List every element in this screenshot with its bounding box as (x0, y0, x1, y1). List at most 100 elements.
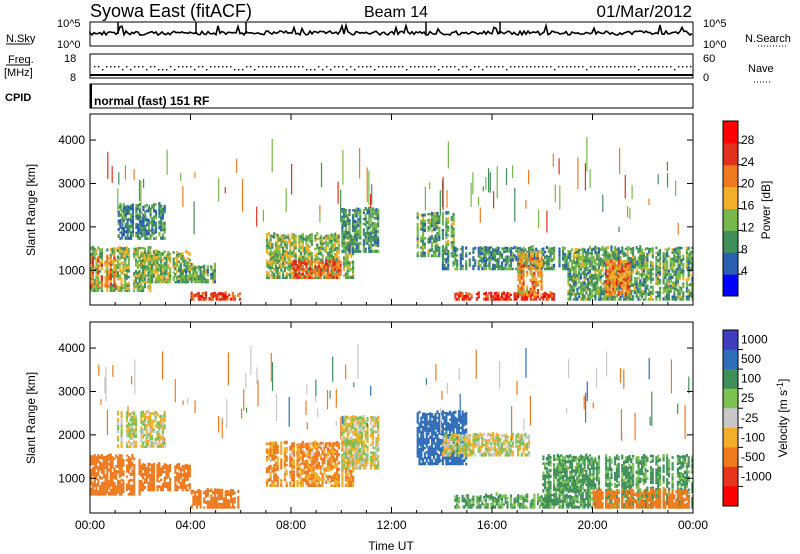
range-gate-cell (624, 298, 627, 301)
range-gate-cell (477, 254, 480, 258)
power-colorbar-swatches (723, 121, 738, 297)
range-gate-cell (298, 259, 301, 263)
range-gate-cell (590, 248, 593, 252)
range-gate-streak (629, 207, 631, 220)
range-gate-cell (538, 263, 541, 266)
range-gate-cell (581, 283, 584, 286)
range-gate-cell (606, 286, 610, 290)
range-gate-cell (294, 268, 297, 271)
range-gate-cell (499, 254, 502, 257)
range-gate-cell (648, 277, 651, 280)
range-gate-cell (145, 478, 148, 480)
range-gate-cell (569, 250, 572, 254)
range-gate-cell (335, 254, 339, 258)
range-gate-cell (265, 263, 269, 266)
range-gate-cell (357, 220, 360, 224)
range-gate-cell (158, 234, 161, 237)
range-gate-cell (429, 218, 432, 223)
range-gate-cell (533, 295, 536, 299)
range-gate-streak (143, 178, 145, 188)
range-gate-cell (623, 280, 626, 285)
range-gate-streak (619, 147, 621, 174)
range-gate-cell (687, 263, 690, 267)
range-gate-cell (617, 298, 620, 301)
range-gate-cell (501, 267, 504, 271)
range-gate-cell (370, 234, 373, 237)
range-gate-cell (140, 232, 143, 236)
range-gate-cell (536, 262, 540, 265)
range-gate-cell (100, 260, 103, 264)
range-gate-cell (169, 280, 172, 284)
range-gate-cell (619, 250, 622, 254)
range-gate-cell (639, 298, 642, 301)
range-gate-cell (605, 256, 608, 261)
range-gate-cell (133, 476, 136, 479)
range-gate-cell (335, 240, 339, 244)
range-gate-cell (122, 250, 125, 253)
range-gate-cell (273, 235, 276, 239)
range-gate-cell (603, 295, 606, 299)
range-gate-cell (267, 272, 270, 275)
nave-dot (234, 69, 236, 71)
range-gate-cell (639, 279, 642, 283)
range-gate-cell (348, 225, 351, 229)
range-gate-cell (145, 218, 149, 221)
range-gate-cell (305, 243, 308, 246)
nave-dot (490, 66, 492, 68)
nave-dot (202, 66, 204, 68)
range-gate-cell (120, 436, 123, 440)
range-gate-cell (95, 456, 98, 459)
range-gate-cell (368, 223, 371, 227)
range-gate-cell (353, 219, 356, 224)
range-gate-cell (143, 469, 146, 473)
range-gate-cell (138, 202, 142, 206)
range-gate-cell (149, 412, 152, 416)
nave-dot (498, 66, 500, 68)
range-gate-cell (671, 286, 674, 289)
range-gate-cell (587, 294, 590, 298)
range-gate-cell (115, 454, 118, 458)
range-gate-cell (145, 466, 148, 471)
range-gate-cell (655, 276, 658, 280)
range-gate-cell (447, 256, 450, 259)
range-gate-cell (666, 284, 669, 288)
range-gate-cell (615, 287, 618, 291)
range-gate-cell (125, 415, 129, 420)
range-gate-cell (687, 284, 690, 287)
range-gate-cell (282, 270, 285, 274)
range-gate-cell (174, 267, 177, 271)
range-gate-cell (558, 247, 561, 251)
range-gate-cell (195, 274, 199, 277)
range-gate-cell (520, 276, 523, 280)
range-gate-cell (106, 484, 109, 487)
range-gate-cell (624, 268, 627, 271)
range-gate-cell (569, 297, 572, 301)
nave-dot (190, 66, 192, 68)
range-gate-cell (508, 256, 511, 259)
range-gate-cell (608, 284, 611, 288)
range-gate-cell (177, 265, 181, 269)
range-gate-cell (300, 275, 303, 279)
range-gate-cell (614, 294, 617, 297)
range-gate-cell (111, 275, 114, 278)
range-gate-cell (445, 220, 448, 223)
range-gate-cell (125, 253, 129, 256)
range-gate-cell (515, 294, 518, 298)
range-gate-cell (621, 266, 624, 270)
range-gate-cell (131, 454, 134, 458)
range-gate-cell (118, 263, 121, 267)
range-gate-cell (524, 264, 527, 268)
range-gate-cell (156, 412, 159, 416)
range-gate-cell (126, 228, 129, 231)
range-gate-cell (120, 489, 123, 493)
range-gate-cell (126, 218, 129, 222)
range-gate-cell (574, 261, 577, 265)
range-gate-cell (111, 487, 114, 491)
range-gate-cell (348, 275, 351, 279)
range-gate-cell (648, 290, 651, 293)
range-gate-cell (128, 205, 131, 210)
range-gate-cell (438, 226, 441, 230)
range-gate-cell (276, 248, 279, 252)
range-gate-cell (194, 280, 197, 284)
range-gate-cell (542, 250, 545, 254)
